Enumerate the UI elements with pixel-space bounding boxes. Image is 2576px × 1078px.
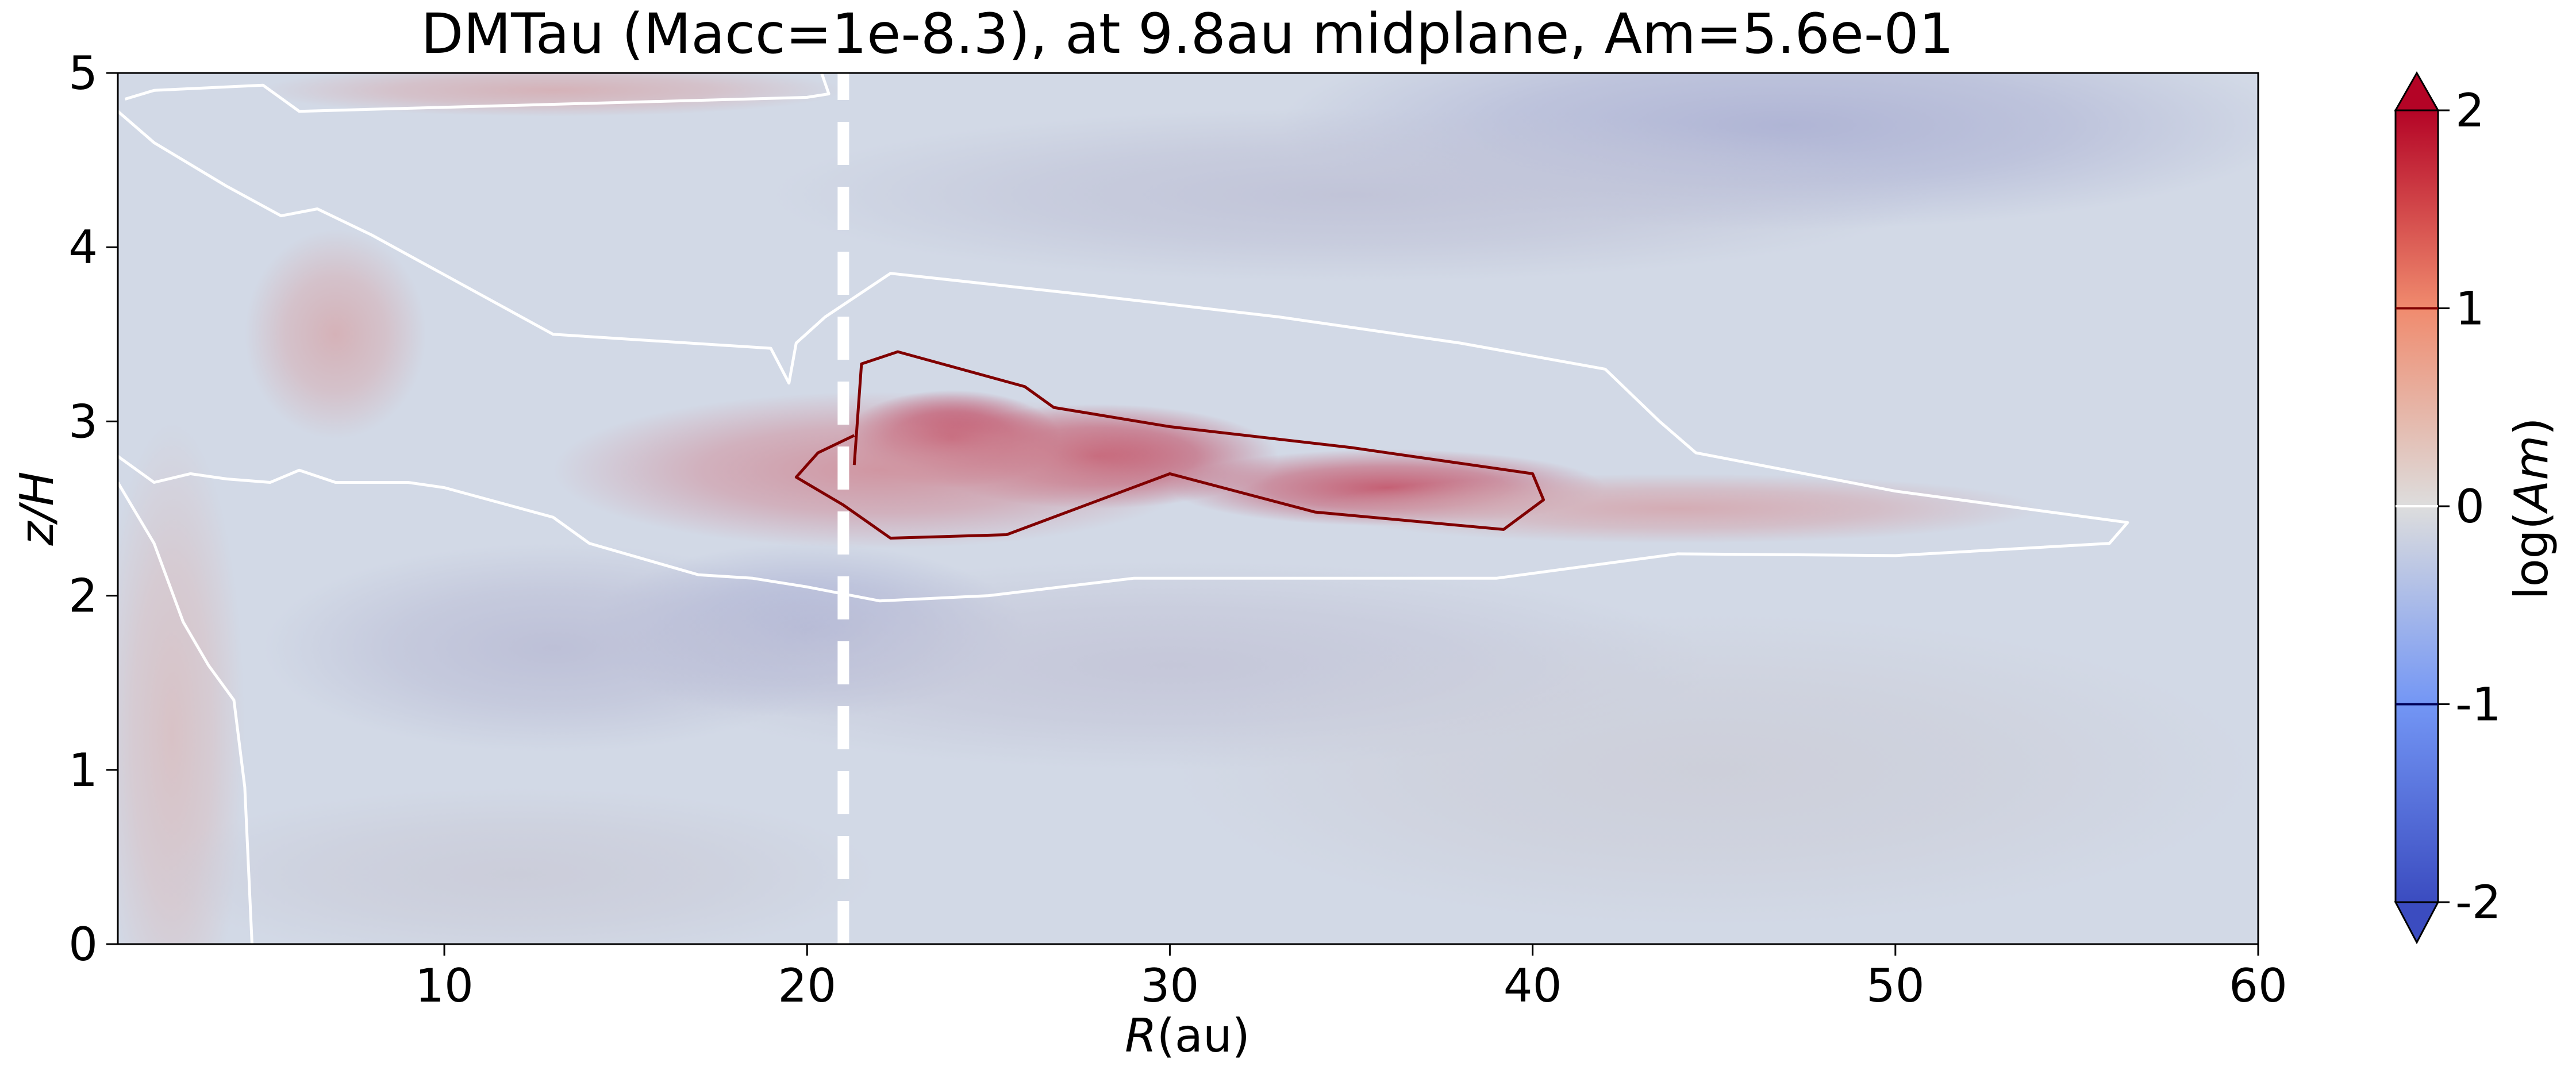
field-blob bbox=[771, 107, 1932, 282]
x-tick-label: 40 bbox=[1504, 959, 1562, 1012]
colorbar-tick-label: 0 bbox=[2455, 480, 2485, 533]
y-tick-label: 1 bbox=[68, 744, 98, 797]
colorbar-tick-label: -1 bbox=[2455, 678, 2501, 732]
field-blob bbox=[1170, 613, 2258, 927]
x-tick-label: 50 bbox=[1866, 959, 1925, 1012]
y-tick-label: 3 bbox=[68, 395, 98, 448]
x-tick-label: 30 bbox=[1141, 959, 1199, 1012]
colorbar-label-prefix: log( bbox=[2505, 511, 2558, 599]
colorbar-label-var: Am bbox=[2505, 436, 2558, 515]
colorbar: 2 1 0 -1 -2 log(Am) bbox=[2394, 71, 2558, 945]
field-blob bbox=[263, 73, 844, 117]
y-axis: 0 1 2 3 4 5 bbox=[68, 47, 118, 971]
contour-line bbox=[794, 350, 1545, 540]
field-blob bbox=[244, 229, 426, 439]
colorbar-ticks: 2 1 0 -1 -2 bbox=[2396, 84, 2501, 929]
field-blob bbox=[154, 787, 880, 944]
y-tick-label: 2 bbox=[68, 569, 98, 623]
chart-title: DMTau (Macc=1e-8.3), at 9.8au midplane, … bbox=[421, 2, 1954, 66]
contour-line bbox=[124, 73, 831, 113]
colorbar-extend-top bbox=[2394, 71, 2440, 111]
field-blob bbox=[118, 421, 245, 944]
field-blob bbox=[1314, 473, 2041, 544]
colorbar-label: log(Am) bbox=[2505, 417, 2558, 599]
contour-level-0 bbox=[118, 73, 2129, 944]
x-axis-label-unit: (au) bbox=[1157, 1009, 1250, 1062]
y-tick-label: 5 bbox=[68, 47, 98, 100]
colorbar-tick-label: 2 bbox=[2455, 84, 2485, 137]
colorbar-extend-bottom bbox=[2394, 901, 2440, 945]
colorbar-label-suffix: ) bbox=[2505, 417, 2558, 435]
plot-frame bbox=[117, 72, 2259, 945]
x-tick-label: 20 bbox=[778, 959, 836, 1012]
y-tick-label: 4 bbox=[68, 221, 98, 274]
y-tick-label: 0 bbox=[68, 918, 98, 971]
heatmap-field bbox=[118, 73, 2258, 944]
x-axis-label: R(au) bbox=[1125, 1009, 1250, 1062]
x-axis: 10 20 30 40 50 60 bbox=[415, 944, 2287, 1012]
contour-line bbox=[118, 482, 253, 944]
contour-line bbox=[118, 110, 2129, 603]
field-blob bbox=[553, 391, 1206, 549]
colorbar-tick-label: -2 bbox=[2455, 876, 2501, 929]
x-tick-label: 60 bbox=[2229, 959, 2287, 1012]
x-axis-label-var: R bbox=[1125, 1009, 1157, 1062]
x-tick-label: 10 bbox=[415, 959, 474, 1012]
y-axis-label: z/H bbox=[10, 471, 64, 546]
contour-level-1 bbox=[794, 350, 1545, 540]
colorbar-tick-label: 1 bbox=[2455, 282, 2485, 336]
plot-area bbox=[118, 73, 2258, 944]
